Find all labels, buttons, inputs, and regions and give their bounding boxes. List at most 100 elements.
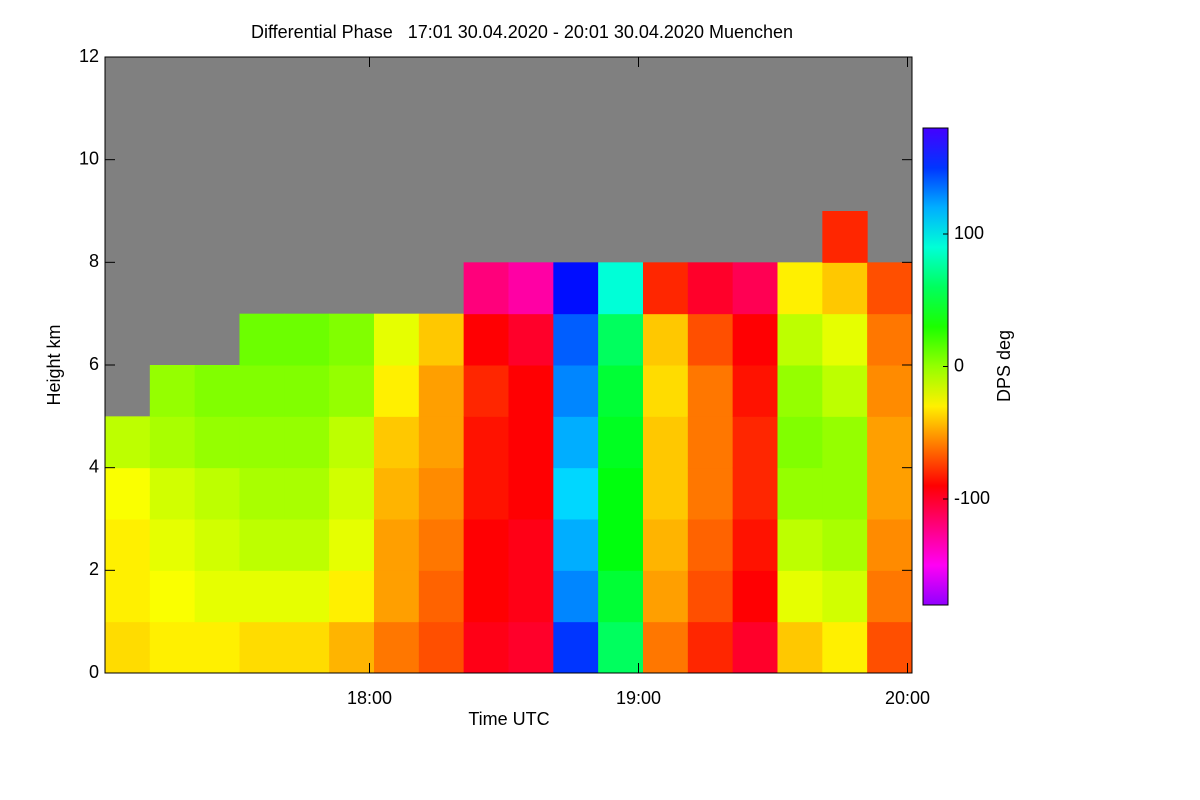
heatmap-cell bbox=[239, 365, 285, 417]
heatmap-cell bbox=[508, 365, 554, 417]
heatmap-cell bbox=[284, 416, 330, 469]
heatmap-cell bbox=[598, 519, 644, 571]
heatmap-cell bbox=[553, 621, 599, 674]
heatmap-cell bbox=[149, 621, 196, 674]
heatmap-cell bbox=[777, 365, 823, 417]
heatmap-cell bbox=[732, 313, 778, 366]
x-tick-label: 19:00 bbox=[616, 688, 661, 708]
heatmap-cell bbox=[642, 365, 689, 417]
x-axis-label: Time UTC bbox=[468, 709, 549, 729]
heatmap-cell bbox=[553, 519, 599, 571]
heatmap-cell bbox=[508, 416, 554, 469]
heatmap-cell bbox=[463, 621, 509, 674]
heatmap-cell bbox=[373, 467, 420, 520]
heatmap-cell bbox=[822, 365, 868, 417]
heatmap-cell bbox=[508, 313, 554, 366]
heatmap-cell bbox=[867, 365, 913, 417]
heatmap-cell bbox=[149, 365, 196, 417]
heatmap-cell bbox=[508, 519, 554, 571]
heatmap-cell bbox=[822, 621, 868, 674]
heatmap-cell bbox=[867, 262, 913, 315]
y-tick-label: 12 bbox=[79, 46, 99, 66]
heatmap-cell bbox=[329, 365, 375, 417]
heatmap-cell bbox=[642, 262, 689, 315]
heatmap-cell bbox=[553, 262, 599, 315]
heatmap-cell bbox=[329, 621, 375, 674]
y-tick-label: 6 bbox=[89, 354, 99, 374]
heatmap-cell bbox=[642, 416, 689, 469]
heatmap-cell bbox=[239, 467, 285, 520]
heatmap-cell bbox=[508, 621, 554, 674]
heatmap-cell bbox=[418, 519, 465, 571]
heatmap-cell bbox=[642, 467, 689, 520]
heatmap-cell bbox=[867, 621, 913, 674]
heatmap-cell bbox=[598, 467, 644, 520]
heatmap-cell bbox=[687, 519, 734, 571]
x-tick-label: 20:00 bbox=[885, 688, 930, 708]
heatmap-cell bbox=[732, 570, 778, 623]
heatmap-cell bbox=[104, 416, 151, 469]
heatmap-cell bbox=[867, 467, 913, 520]
heatmap-cell bbox=[732, 416, 778, 469]
heatmap-cell bbox=[194, 416, 240, 469]
heatmap-cell bbox=[463, 262, 509, 315]
heatmap-cell bbox=[284, 519, 330, 571]
heatmap-cell bbox=[642, 570, 689, 623]
x-tick-label: 18:00 bbox=[347, 688, 392, 708]
heatmap-cell bbox=[687, 262, 734, 315]
y-tick-label: 10 bbox=[79, 148, 99, 168]
heatmap-cell bbox=[508, 262, 554, 315]
heatmap-cell bbox=[867, 313, 913, 366]
heatmap-cell bbox=[463, 365, 509, 417]
heatmap-cell bbox=[194, 365, 240, 417]
y-tick-label: 2 bbox=[89, 559, 99, 579]
heatmap-cell bbox=[508, 570, 554, 623]
heatmap-cell bbox=[687, 570, 734, 623]
heatmap-cell bbox=[373, 313, 420, 366]
heatmap-cell bbox=[463, 416, 509, 469]
heatmap-cell bbox=[463, 519, 509, 571]
heatmap-cell bbox=[687, 416, 734, 469]
heatmap-cell bbox=[598, 621, 644, 674]
heatmap-cell bbox=[777, 416, 823, 469]
heatmap-cell bbox=[687, 365, 734, 417]
heatmap-cell bbox=[822, 262, 868, 315]
heatmap-cell bbox=[373, 621, 420, 674]
heatmap-cell bbox=[777, 621, 823, 674]
heatmap-cell bbox=[239, 519, 285, 571]
heatmap-cell bbox=[822, 416, 868, 469]
heatmap-cell bbox=[194, 621, 240, 674]
heatmap-cell bbox=[418, 570, 465, 623]
heatmap-cell bbox=[732, 467, 778, 520]
heatmap-cell bbox=[284, 621, 330, 674]
heatmap-cell bbox=[822, 570, 868, 623]
heatmap-cell bbox=[777, 519, 823, 571]
heatmap-cell bbox=[867, 416, 913, 469]
heatmap-cell bbox=[598, 313, 644, 366]
heatmap-cell bbox=[642, 621, 689, 674]
heatmap-cell bbox=[284, 467, 330, 520]
heatmap-cell bbox=[553, 416, 599, 469]
heatmap-cell bbox=[418, 621, 465, 674]
heatmap-cell bbox=[239, 621, 285, 674]
heatmap-cell bbox=[642, 313, 689, 366]
heatmap-cell bbox=[418, 467, 465, 520]
heatmap-cell bbox=[149, 467, 196, 520]
heatmap-cell bbox=[642, 519, 689, 571]
heatmap-cell bbox=[553, 570, 599, 623]
heatmap-cell bbox=[418, 365, 465, 417]
heatmap-cell bbox=[104, 621, 151, 674]
heatmap-cell bbox=[732, 262, 778, 315]
heatmap-cell bbox=[194, 570, 240, 623]
heatmap-cell bbox=[239, 313, 285, 366]
chart-title: Differential Phase 17:01 30.04.2020 - 20… bbox=[251, 22, 793, 42]
heatmap-cell bbox=[463, 467, 509, 520]
heatmap-cell bbox=[418, 416, 465, 469]
heatmap-cell bbox=[329, 416, 375, 469]
heatmap-cell bbox=[822, 519, 868, 571]
heatmap-cell bbox=[239, 416, 285, 469]
y-tick-label: 0 bbox=[89, 662, 99, 682]
heatmap-cell bbox=[553, 365, 599, 417]
y-axis-label: Height km bbox=[44, 324, 64, 405]
